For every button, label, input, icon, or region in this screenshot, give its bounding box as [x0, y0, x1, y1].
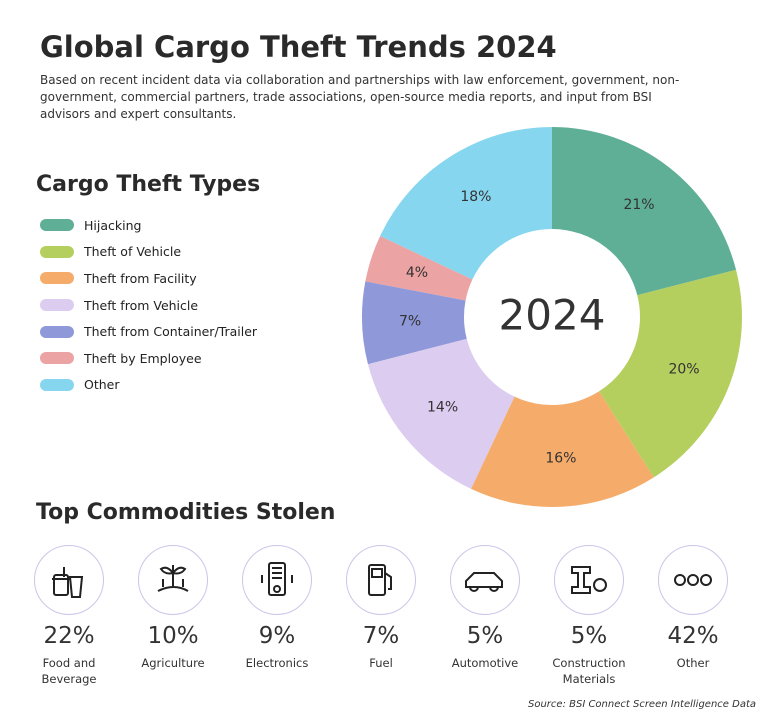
commodity-icon — [554, 545, 624, 615]
legend-label: Theft of Vehicle — [84, 244, 182, 260]
commodity-name: Fuel — [369, 656, 393, 670]
legend-label: Hijacking — [84, 217, 142, 233]
commodity-percent: 5% — [466, 623, 504, 649]
legend-entry: Theft of Vehicle — [40, 239, 257, 266]
slice-label: 14% — [427, 400, 458, 416]
icon — [261, 562, 293, 596]
icon — [465, 572, 503, 592]
commodity-name: Food and Beverage — [41, 656, 97, 686]
legend-swatch — [40, 219, 74, 232]
commodity: 42% Other — [641, 545, 745, 687]
slice-label: 16% — [545, 451, 576, 467]
commodity: 5% Automotive — [433, 545, 537, 687]
commodity-percent: 22% — [43, 623, 95, 649]
commodity-icon — [658, 545, 728, 615]
commodity-icon — [242, 545, 312, 615]
commodity-percent: 9% — [258, 623, 296, 649]
icon — [368, 564, 392, 596]
commodity-percent: 42% — [667, 623, 719, 649]
commodity-name: Automotive — [451, 656, 519, 670]
legend-swatch — [40, 299, 74, 312]
commodity-percent: 10% — [147, 623, 199, 649]
donut-slice — [365, 236, 473, 301]
donut-slice — [599, 269, 742, 478]
commodities: 22% Food and Beverage 10% Agriculture 9% Elec… — [17, 545, 745, 687]
icon — [52, 567, 84, 598]
legend-entry: Other — [40, 372, 257, 399]
slice-label: 18% — [460, 189, 491, 205]
donut-slice — [362, 281, 467, 365]
legend-swatch — [40, 272, 74, 285]
legend-entry: Theft from Facility — [40, 265, 257, 292]
icon — [674, 574, 712, 586]
slice-label: 4% — [406, 265, 428, 281]
legend-swatch — [40, 378, 74, 391]
donut-chart: 2024 21% 20% 16% 14% 7% 4% 18% — [362, 127, 742, 507]
donut-slice — [552, 127, 737, 296]
donut-slice — [367, 338, 515, 489]
icon — [571, 566, 607, 594]
commodity: 10% Agriculture — [121, 545, 225, 687]
legend-swatch — [40, 352, 74, 365]
legend-title: Cargo Theft Types — [36, 172, 261, 197]
commodity-name: Construction Materials — [552, 656, 626, 686]
legend-entry: Theft from Container/Trailer — [40, 318, 257, 345]
commodity-percent: 5% — [570, 623, 608, 649]
commodity-name: Electronics — [245, 656, 309, 670]
center-label: 2024 — [499, 291, 606, 340]
slice-label: 21% — [623, 197, 654, 213]
commodity-name: Other — [676, 656, 710, 670]
commodity: 5% Construction Materials — [537, 545, 641, 687]
commodity-icon — [346, 545, 416, 615]
legend-swatch — [40, 245, 74, 258]
icon — [157, 565, 189, 592]
legend-label: Theft from Facility — [84, 270, 197, 286]
commodity-icon — [138, 545, 208, 615]
slice-label: 20% — [668, 361, 699, 377]
slice-label: 7% — [399, 313, 421, 329]
commodity: 7% Fuel — [329, 545, 433, 687]
commodity-icon — [34, 545, 104, 615]
legend-entry: Theft from Vehicle — [40, 292, 257, 319]
legend-entry: Hijacking — [40, 212, 257, 239]
title: Global Cargo Theft Trends 2024 — [40, 30, 557, 64]
legend-label: Theft by Employee — [84, 350, 202, 366]
legend-swatch — [40, 325, 74, 338]
commodity: 22% Food and Beverage — [17, 545, 121, 687]
legend-entry: Theft by Employee — [40, 345, 257, 372]
commodities-title: Top Commodities Stolen — [36, 500, 336, 525]
legend-label: Theft from Vehicle — [84, 297, 199, 313]
commodity: 9% Electronics — [225, 545, 329, 687]
donut-slice — [380, 127, 552, 280]
legend: Hijacking Theft of Vehicle Theft from Faci… — [40, 212, 257, 398]
source: Source: BSI Connect Screen Intelligence … — [528, 699, 756, 710]
legend-label: Theft from Container/Trailer — [84, 324, 258, 340]
legend-label: Other — [84, 377, 120, 393]
commodity-icon — [450, 545, 520, 615]
commodity-percent: 7% — [362, 623, 400, 649]
commodity-name: Agriculture — [141, 656, 205, 670]
donut-slice — [471, 391, 654, 507]
subtitle: Based on recent incident data via collab… — [40, 73, 680, 121]
